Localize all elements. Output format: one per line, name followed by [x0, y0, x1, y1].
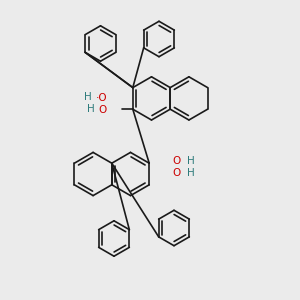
Text: H: H [84, 92, 92, 103]
Text: O: O [172, 168, 181, 178]
Text: H: H [187, 156, 194, 167]
Text: O: O [172, 156, 181, 167]
Text: H: H [87, 104, 94, 115]
Text: ·O: ·O [95, 93, 107, 103]
Text: O: O [98, 105, 107, 116]
Text: H: H [187, 168, 194, 178]
